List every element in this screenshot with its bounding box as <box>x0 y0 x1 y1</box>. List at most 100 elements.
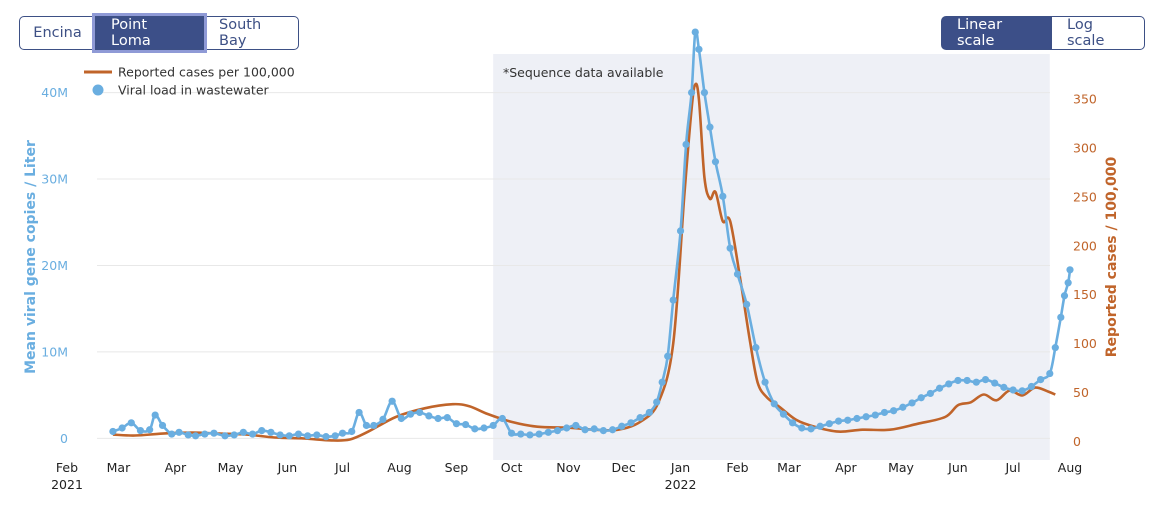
scale-selector: Linear scale Log scale <box>941 16 1145 50</box>
viral-load-point <box>267 428 275 436</box>
viral-load-point <box>789 419 797 427</box>
point-loma-button[interactable]: Point Loma <box>95 16 204 50</box>
viral-load-point <box>636 414 644 422</box>
viral-load-point <box>890 407 898 415</box>
viral-load-point <box>825 420 833 428</box>
x-tick-label: Apr <box>165 460 187 475</box>
viral-load-point <box>1018 387 1026 395</box>
x-tick-label: May <box>218 460 244 475</box>
viral-load-point <box>711 158 720 166</box>
viral-load-point <box>599 427 608 435</box>
viral-load-point <box>917 394 925 402</box>
encina-button[interactable]: Encina <box>19 16 96 50</box>
viral-load-point <box>743 300 751 308</box>
viral-load-point <box>908 399 916 407</box>
viral-load-point <box>127 419 135 427</box>
x-tick-label: Jul <box>1005 460 1021 475</box>
viral-load-point <box>581 426 589 434</box>
viral-load-point <box>462 420 470 429</box>
x-tick-label: Nov <box>556 460 581 475</box>
viral-load-point <box>664 352 672 360</box>
viral-load-point <box>779 410 788 418</box>
y-right-tick-label: 350 <box>1073 92 1097 107</box>
x-tick-label: Jun <box>947 460 968 475</box>
viral-load-point <box>972 378 980 386</box>
viral-load-point <box>221 432 229 440</box>
viral-load-point <box>443 414 451 422</box>
viral-load-point <box>726 244 734 252</box>
y-left-tick-label: 20M <box>41 258 68 273</box>
viral-load-point <box>434 414 442 423</box>
x-tick-year-label: 2021 <box>51 477 83 492</box>
viral-load-point <box>1009 386 1017 394</box>
viral-load-point <box>175 428 183 436</box>
viral-load-point <box>471 425 479 433</box>
viral-load-point <box>285 432 293 440</box>
viral-load-point <box>313 431 321 439</box>
viral-load-point <box>798 424 806 432</box>
viral-load-point <box>853 414 861 423</box>
viral-load-point <box>700 88 709 97</box>
viral-load-point <box>294 430 303 438</box>
viral-load-point <box>691 28 699 36</box>
y-left-tick-label: 40M <box>41 85 68 100</box>
linear-scale-button[interactable]: Linear scale <box>941 16 1052 50</box>
x-tick-label: Apr <box>835 460 857 475</box>
viral-load-point <box>146 426 154 434</box>
y-axis-right-title: Reported cases / 100,000 <box>1104 157 1120 358</box>
viral-load-point <box>151 411 159 419</box>
viral-load-point <box>118 424 126 432</box>
viral-load-point <box>645 408 653 417</box>
viral-load-point <box>733 270 742 278</box>
viral-load-point <box>991 379 999 387</box>
viral-load-point <box>370 421 378 430</box>
legend-cases-label: Reported cases per 100,000 <box>118 65 295 80</box>
viral-load-point <box>406 410 415 418</box>
viral-load-point <box>258 427 266 435</box>
y-left-tick-label: 10M <box>41 344 68 359</box>
viral-load-point <box>517 430 525 438</box>
viral-load-point <box>752 344 760 352</box>
viral-load-point <box>935 384 944 392</box>
viral-load-point <box>210 429 218 437</box>
viral-load-point <box>489 421 497 430</box>
viral-load-point <box>362 421 371 430</box>
viral-load-point <box>184 431 192 439</box>
viral-load-point <box>416 408 424 417</box>
viral-load-point <box>498 414 506 423</box>
x-tick-label: Feb <box>56 460 78 475</box>
viral-load-point <box>618 422 626 430</box>
viral-load-point <box>168 430 176 438</box>
log-scale-button[interactable]: Log scale <box>1051 16 1145 50</box>
viral-load-point <box>1060 292 1069 300</box>
viral-load-point <box>230 431 238 439</box>
viral-load-point <box>871 411 879 419</box>
y-right-tick-label: 150 <box>1073 287 1097 302</box>
viral-load-point <box>248 430 257 438</box>
viral-load-point <box>653 398 661 406</box>
viral-load-point <box>834 417 843 425</box>
y-axis-left-title: Mean viral gene copies / Liter <box>23 140 39 374</box>
viral-load-point <box>1037 376 1045 384</box>
viral-load-point <box>658 378 666 386</box>
viral-load-point <box>706 123 714 131</box>
cases-line <box>112 82 1056 442</box>
y-right-tick-label: 0 <box>1073 434 1081 449</box>
y-right-tick-label: 50 <box>1073 385 1089 400</box>
viral-load-point <box>1000 383 1008 391</box>
viral-load-point <box>608 426 617 434</box>
south-bay-button[interactable]: South Bay <box>203 16 299 50</box>
viral-load-point <box>1066 266 1074 274</box>
x-tick-label: Mar <box>777 460 801 475</box>
legend-viral-swatch <box>92 84 104 96</box>
viral-load-point <box>770 400 778 408</box>
viral-load-point <box>355 408 363 417</box>
x-tick-year-label: 2022 <box>665 477 697 492</box>
y-right-tick-label: 100 <box>1073 336 1097 351</box>
x-tick-label: Dec <box>612 460 636 475</box>
viral-load-point <box>844 416 852 424</box>
viral-load-point <box>331 432 339 440</box>
viral-load-point <box>201 430 209 438</box>
viral-load-point <box>544 428 552 436</box>
